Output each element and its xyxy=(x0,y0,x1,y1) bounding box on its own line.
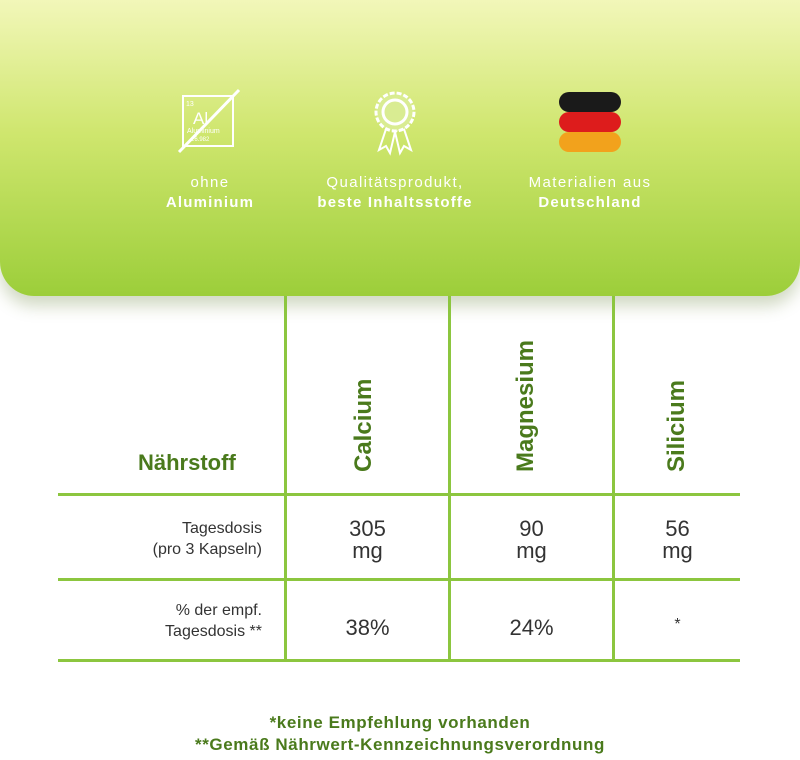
feature-line1: Qualitätsprodukt, xyxy=(326,174,464,191)
table-divider xyxy=(58,659,740,662)
row-label-line: Tagesdosis xyxy=(181,520,262,537)
table-divider xyxy=(612,296,615,662)
aluminium-crossed-icon: 13 Al Aluminium 26.982 xyxy=(100,88,320,156)
element-symbol: Al xyxy=(193,109,208,128)
footnote-labelling-regulation: **Gemäß Nährwert-Kennzeichnungsverordnun… xyxy=(195,735,605,754)
feature-line2: beste Inhaltsstoffe xyxy=(317,194,473,211)
quality-rosette-icon xyxy=(285,88,505,156)
row-label-line: % der empf. xyxy=(175,602,262,619)
feature-line1: Materialien aus xyxy=(528,174,652,191)
table-divider xyxy=(284,296,287,662)
cell-magnesium-percent: 24% xyxy=(509,615,554,640)
row-label-daily-dose: Tagesdosis (pro 3 Kapseln) xyxy=(153,518,262,560)
cell-unit: mg xyxy=(352,538,383,563)
cell-value: 56 xyxy=(665,516,690,541)
table-header-nutrient: Nährstoff xyxy=(138,450,236,475)
feature-banner: 13 Al Aluminium 26.982 ohne Aluminium Qu… xyxy=(0,0,800,296)
table-divider xyxy=(58,578,740,581)
cell-magnesium-dose: 90 mg xyxy=(451,518,612,562)
footnotes: *keine Empfehlung vorhanden **Gemäß Nähr… xyxy=(0,712,800,756)
element-number: 13 xyxy=(186,101,194,108)
cell-calcium-percent: 38% xyxy=(345,615,390,640)
feature-quality: Qualitätsprodukt, beste Inhaltsstoffe xyxy=(285,88,505,211)
feature-no-aluminium: 13 Al Aluminium 26.982 ohne Aluminium xyxy=(100,88,320,211)
column-header-magnesium: Magnesium xyxy=(512,339,539,472)
feature-made-in-germany: Materialien aus Deutschland xyxy=(480,88,700,211)
row-label-percent-rda: % der empf. Tagesdosis ** xyxy=(165,600,262,642)
cell-silicium-dose: 56 mg xyxy=(615,518,740,562)
cell-value: 90 xyxy=(519,516,544,541)
table-divider xyxy=(58,493,740,496)
element-name: Aluminium xyxy=(187,128,220,135)
footnote-no-recommendation: *keine Empfehlung vorhanden xyxy=(269,713,531,732)
feature-line1: ohne xyxy=(190,174,230,191)
cell-value: 305 xyxy=(349,516,386,541)
feature-line2: Deutschland xyxy=(538,194,642,211)
column-header-calcium: Calcium xyxy=(350,378,377,472)
column-header-silicium: Silicium xyxy=(663,379,690,472)
table-divider xyxy=(448,296,451,662)
cell-unit: mg xyxy=(516,538,547,563)
element-mass: 26.982 xyxy=(191,137,210,143)
germany-flag-icon xyxy=(480,88,700,156)
row-label-line: Tagesdosis ** xyxy=(165,623,262,640)
cell-calcium-dose: 305 mg xyxy=(287,518,448,562)
row-label-line: (pro 3 Kapseln) xyxy=(152,541,262,558)
nutrient-table: Nährstoff Calcium Magnesium Silicium Tag… xyxy=(0,296,800,666)
feature-line2: Aluminium xyxy=(165,194,255,211)
cell-silicium-percent: * xyxy=(674,616,681,633)
cell-unit: mg xyxy=(662,538,693,563)
